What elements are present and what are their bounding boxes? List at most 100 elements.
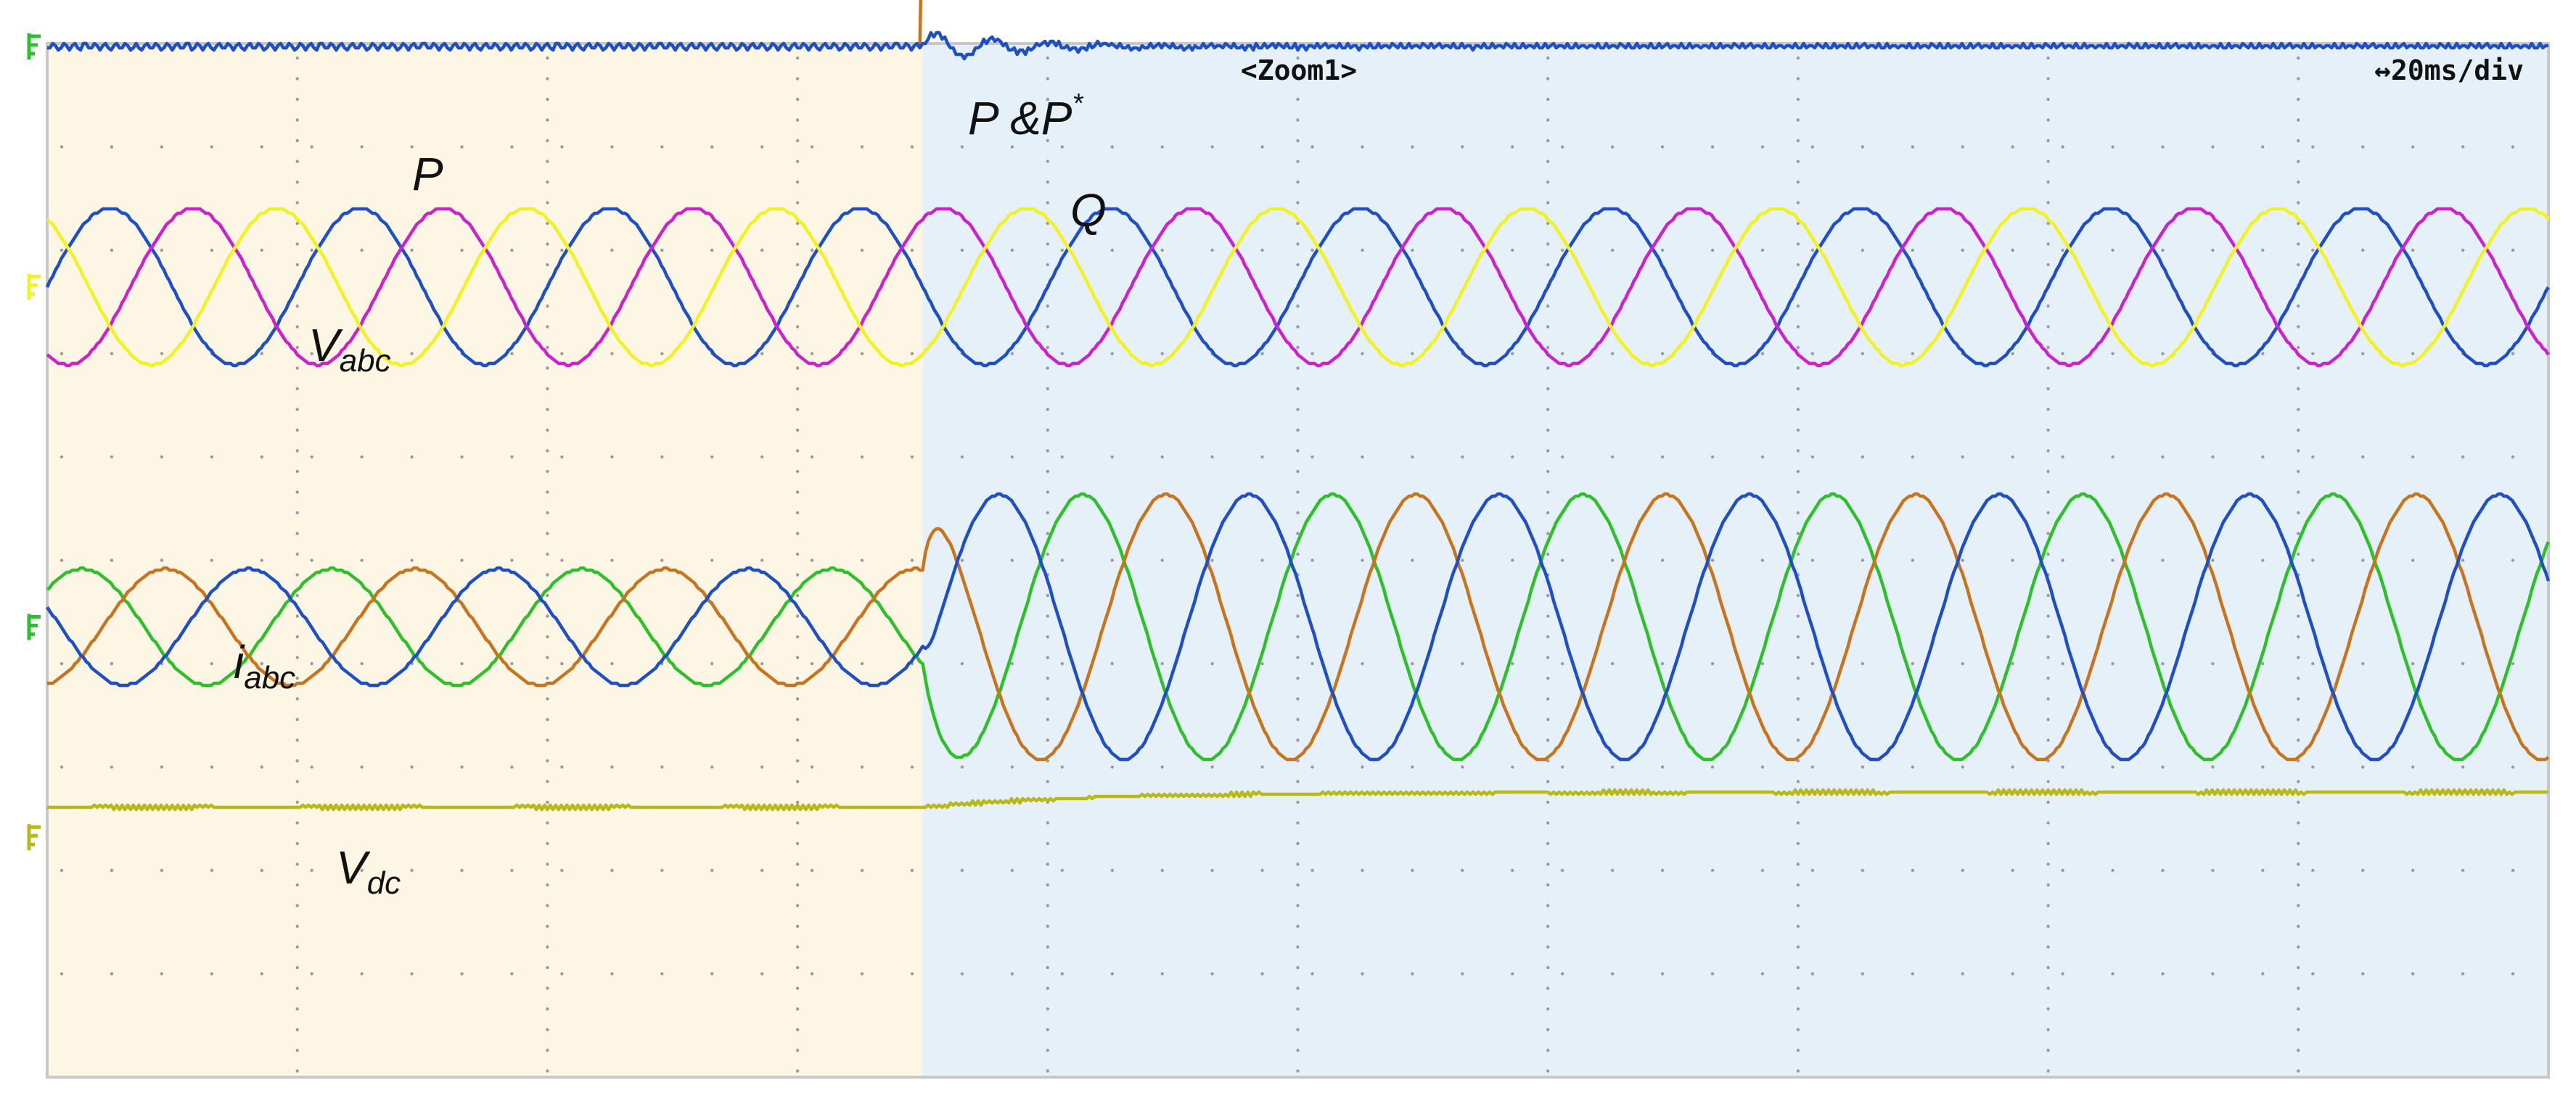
grid-dot: [1546, 160, 1550, 163]
grid-dot: [110, 248, 114, 252]
grid-dot: [1710, 868, 1715, 873]
grid-dot: [295, 593, 299, 598]
grid-dot: [1546, 469, 1550, 474]
grid-dot: [1546, 821, 1550, 825]
grid-dot: [1296, 180, 1300, 184]
grid-dot: [560, 662, 564, 666]
grid-dot: [1546, 449, 1550, 453]
grid-dot: [510, 145, 514, 149]
grid-dot: [1546, 77, 1550, 81]
grid-dot: [1010, 972, 1014, 976]
grid-dot: [2046, 697, 2050, 701]
grid-dot: [1796, 366, 1800, 370]
grid-dot: [1796, 1007, 1800, 1011]
grid-dot: [710, 145, 714, 149]
grid-dot: [1046, 428, 1050, 432]
grid-dot: [1260, 765, 1264, 769]
grid-dot: [1461, 972, 1464, 976]
grid-dot: [1861, 145, 1865, 149]
grid-dot: [1810, 248, 1815, 252]
grid-dot: [295, 821, 299, 825]
grid-dot: [2046, 56, 2050, 60]
grid-dot: [1511, 248, 1514, 252]
grid-dot: [410, 455, 414, 459]
grid-dot: [1796, 800, 1800, 804]
grid-dot: [1046, 965, 1050, 970]
grid-dot: [1296, 780, 1300, 783]
grid-dot: [2297, 77, 2300, 81]
grid-dot: [1296, 841, 1300, 846]
grid-dot: [1260, 868, 1264, 873]
grid-dot: [1796, 614, 1800, 618]
grid-dot: [2461, 455, 2465, 459]
grid-dot: [1810, 559, 1815, 562]
grid-dot: [795, 800, 800, 804]
grid-dot: [546, 408, 549, 411]
grid-dot: [295, 263, 299, 267]
grid-dot: [1361, 145, 1364, 149]
grid-dot: [2046, 965, 2050, 970]
grid-dot: [310, 662, 313, 666]
grid-dot: [2461, 145, 2465, 149]
grid-dot: [2297, 201, 2300, 205]
grid-dot: [2297, 304, 2300, 308]
grid-dot: [410, 145, 414, 149]
grid-dot: [2297, 511, 2300, 515]
grid-dot: [1796, 945, 1800, 949]
grid-dot: [2046, 614, 2050, 618]
grid-dot: [795, 904, 800, 907]
grid-dot: [2046, 904, 2050, 907]
grid-dot: [1796, 160, 1800, 163]
grid-dot: [1046, 304, 1050, 308]
grid-dot: [546, 552, 549, 556]
grid-dot: [710, 972, 714, 976]
grid-dot: [1861, 972, 1865, 976]
grid-dot: [1961, 765, 1964, 769]
grid-dot: [2046, 428, 2050, 432]
grid-dot: [2161, 352, 2165, 355]
grid-dot: [1961, 455, 1964, 459]
grid-dot: [1010, 868, 1014, 873]
grid-dot: [760, 248, 764, 252]
grid-dot: [1361, 248, 1364, 252]
grid-dot: [1046, 77, 1050, 81]
grid-dot: [1160, 972, 1164, 976]
grid-dot: [460, 868, 464, 873]
grid-dot: [2046, 656, 2050, 659]
grid-dot: [710, 248, 714, 252]
grid-dot: [1046, 593, 1050, 598]
grid-dot: [260, 248, 263, 252]
grid-dot: [1911, 455, 1914, 459]
grid-dot: [546, 160, 549, 163]
grid-dot: [2297, 221, 2300, 226]
grid-dot: [260, 352, 263, 355]
grid-dot: [2046, 449, 2050, 453]
grid-dot: [795, 945, 800, 949]
grid-dot: [60, 559, 64, 562]
grid-dot: [1046, 1028, 1050, 1031]
grid-dot: [1010, 662, 1014, 666]
grid-dot: [760, 662, 764, 666]
grid-dot: [1546, 552, 1550, 556]
grid-dot: [795, 139, 800, 143]
timebase-label: ↔20ms/div: [2374, 54, 2524, 86]
grid-dot: [560, 868, 564, 873]
grid-dot: [1046, 490, 1050, 494]
grid-dot: [546, 924, 549, 928]
grid-dot: [760, 352, 764, 355]
grid-dot: [1046, 821, 1050, 825]
grid-dot: [2011, 352, 2014, 355]
grid-dot: [2046, 552, 2050, 556]
grid-dot: [160, 455, 164, 459]
grid-dot: [2297, 759, 2300, 763]
grid-dot: [60, 972, 64, 976]
grid-dot: [560, 145, 564, 149]
grid-dot: [295, 841, 299, 846]
grid-dot: [1046, 656, 1050, 659]
grid-dot: [2111, 559, 2114, 562]
grid-dot: [1760, 765, 1765, 769]
grid-dot: [1911, 248, 1914, 252]
grid-dot: [1546, 242, 1550, 246]
grid-dot: [795, 263, 800, 267]
trace-va: [45, 207, 2550, 368]
